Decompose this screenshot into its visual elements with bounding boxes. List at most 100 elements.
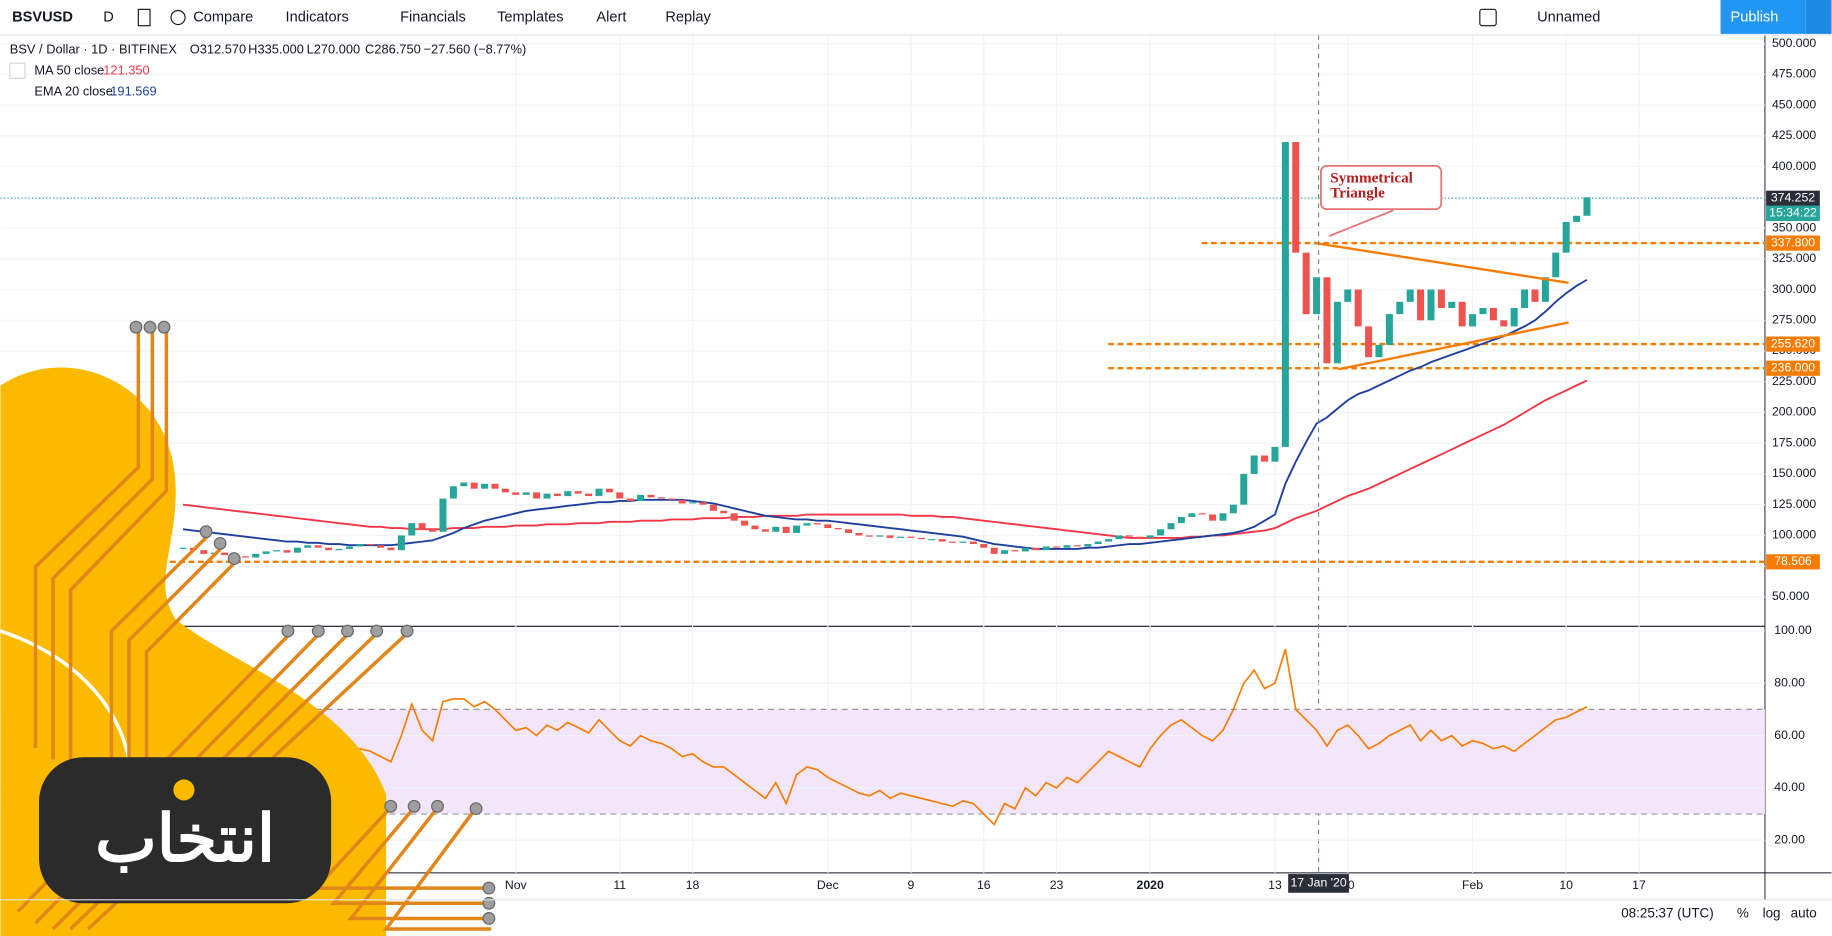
y-tick-label: 60.00: [1774, 728, 1805, 742]
candle: [699, 502, 707, 505]
candle: [1250, 455, 1258, 474]
overlay-layer: 50.00075.000100.000125.000150.000175.000…: [9, 36, 1820, 893]
candle: [481, 483, 489, 489]
candle: [938, 539, 946, 542]
logo-dots: [129, 320, 496, 925]
toolbar-bg: [0, 0, 1832, 36]
candle: [824, 524, 832, 529]
candle: [949, 541, 957, 543]
candle: [1053, 546, 1061, 548]
candle: [1261, 455, 1269, 462]
y-tick-label: 100.00: [1774, 623, 1812, 637]
y-tick-label: 80.00: [1774, 675, 1805, 689]
candle: [1281, 142, 1289, 447]
candle: [678, 499, 686, 504]
publish-menu[interactable]: [1805, 0, 1832, 34]
candle: [460, 482, 468, 487]
candle: [1427, 289, 1435, 321]
scale-option[interactable]: %: [1737, 905, 1749, 920]
legend-value: 191.569: [110, 84, 156, 99]
candle: [241, 556, 249, 558]
candle: [325, 547, 333, 551]
logo-coin: [173, 779, 195, 801]
candle: [845, 529, 853, 533]
candle: [1521, 289, 1529, 308]
candle: [564, 491, 572, 497]
watermark-logo: انتخاب: [0, 320, 496, 936]
candle: [1188, 513, 1196, 517]
y-tick-label: 150.000: [1772, 466, 1816, 480]
toolbar-button[interactable]: Compare: [193, 9, 253, 25]
candle: [221, 552, 229, 556]
x-tick-label: 13: [1268, 878, 1282, 892]
x-tick-label: 23: [1050, 878, 1064, 892]
scale-option[interactable]: log: [1763, 905, 1781, 920]
candle: [304, 545, 312, 548]
x-tick-label: 11: [613, 878, 626, 892]
ohlc-value: C286.750: [365, 42, 421, 57]
countdown: 15:34:22: [1769, 206, 1817, 220]
toolbar-button[interactable]: Alert: [596, 9, 626, 25]
candle: [1209, 514, 1217, 521]
candle: [657, 497, 665, 499]
candle: [1510, 307, 1518, 327]
y-tick-label: 500.000: [1772, 36, 1816, 50]
candle: [917, 537, 925, 540]
candle: [1115, 535, 1123, 540]
candle: [1240, 473, 1248, 505]
candle: [377, 545, 385, 548]
candle: [1157, 529, 1165, 536]
candle: [1219, 513, 1227, 521]
candle: [1302, 252, 1310, 315]
candle: [907, 536, 915, 538]
level-label-bg: [1766, 360, 1820, 376]
candle: [1323, 277, 1331, 364]
candle: [1001, 550, 1009, 554]
y-tick-label: 200.000: [1772, 405, 1816, 419]
candle: [876, 535, 884, 537]
publish-label[interactable]: Publish: [1730, 9, 1778, 25]
candle: [1042, 546, 1050, 551]
candle: [865, 535, 873, 537]
y-tick-label: 350.000: [1772, 220, 1816, 234]
y-tick-label: 225.000: [1772, 374, 1816, 388]
x-tick-label: 2020: [1137, 878, 1164, 892]
candle: [543, 493, 551, 499]
candle: [1417, 289, 1425, 321]
candle: [813, 523, 821, 525]
candle: [834, 528, 842, 530]
level-label: 236.000: [1771, 360, 1815, 374]
candle: [387, 547, 395, 551]
y-tick-label: 475.000: [1772, 67, 1816, 81]
checkbox[interactable]: [1479, 8, 1497, 27]
candle: [1406, 289, 1414, 302]
scale-option[interactable]: auto: [1791, 905, 1817, 920]
candle: [928, 539, 936, 541]
interval[interactable]: D: [103, 9, 114, 25]
compare-icon[interactable]: [170, 9, 186, 26]
last-price-bg: [1766, 190, 1820, 206]
candle: [709, 504, 717, 511]
candle: [1552, 252, 1560, 278]
candle: [585, 493, 593, 497]
candle: [314, 545, 322, 548]
symbol[interactable]: BSVUSD: [12, 9, 73, 25]
toolbar-button[interactable]: Replay: [665, 9, 711, 25]
toolbar-button[interactable]: Indicators: [286, 9, 349, 25]
candle: [782, 526, 790, 533]
layout-name[interactable]: Unnamed: [1537, 9, 1600, 25]
publish-button[interactable]: [1720, 0, 1806, 34]
toolbar: BSVUSD D Compare Indicators Financials T…: [0, 0, 1832, 36]
candle: [1167, 523, 1175, 530]
candle: [730, 513, 738, 521]
candle: [886, 535, 894, 538]
chart-style-icon[interactable]: [137, 8, 151, 27]
annotation: Triangle: [1330, 184, 1385, 201]
toolbar-button[interactable]: Financials: [400, 9, 466, 25]
candle: [1333, 301, 1341, 364]
x-tick-label: Feb: [1462, 878, 1483, 892]
candle: [1437, 289, 1445, 308]
toolbar-button[interactable]: Templates: [497, 9, 564, 25]
indicator-line: [182, 379, 1588, 539]
